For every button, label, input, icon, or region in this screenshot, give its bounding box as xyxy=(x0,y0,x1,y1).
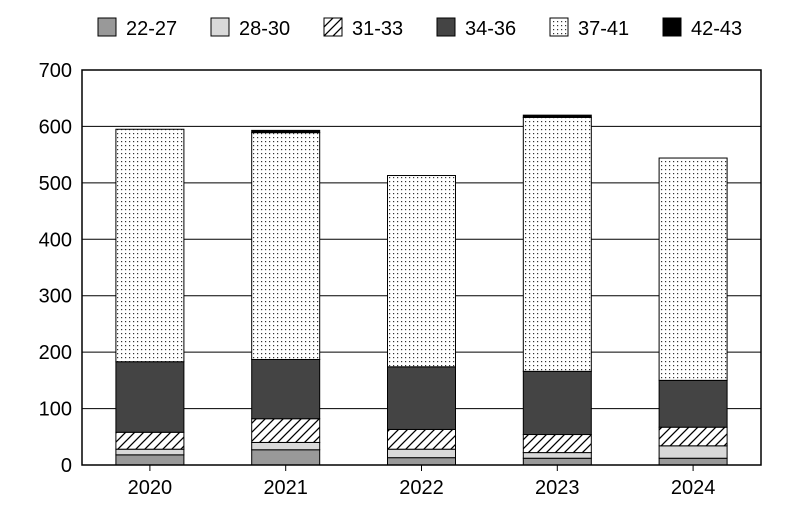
x-axis: 2020 2021 2022 2023 2024 xyxy=(128,465,716,499)
bar-segment-2020-34-36 xyxy=(115,361,185,433)
bar-segment-2022-34-36 xyxy=(387,366,456,430)
bar-segment-2022-37-41 xyxy=(387,175,456,368)
bar-segment-2020-37-41 xyxy=(115,128,185,363)
y-tick-label: 600 xyxy=(39,116,72,138)
legend-swatch-22-27 xyxy=(97,17,117,37)
x-tick-label: 2024 xyxy=(671,477,716,499)
y-tick-label: 400 xyxy=(39,229,72,251)
bar-segment-2024-37-41 xyxy=(658,157,728,381)
bar-segment-2021-31-33 xyxy=(251,418,321,443)
bar-segment-2023-31-33 xyxy=(522,434,592,454)
legend-label: 42-43 xyxy=(691,18,742,40)
bar-segment-2022-22-27 xyxy=(387,457,456,466)
bars xyxy=(115,114,728,466)
x-tick-label: 2020 xyxy=(128,477,173,499)
y-tick-label: 300 xyxy=(39,286,72,308)
bar-segment-2023-37-41 xyxy=(522,116,592,372)
legend-swatch-34-36 xyxy=(436,17,456,37)
legend-label: 31-33 xyxy=(352,18,403,40)
y-tick-label: 500 xyxy=(39,173,72,195)
legend-label: 37-41 xyxy=(578,18,629,40)
x-tick-label: 2023 xyxy=(535,477,580,499)
bar-segment-2020-28-30 xyxy=(115,448,185,456)
legend-swatch-28-30 xyxy=(210,17,230,37)
legend-label: 22-27 xyxy=(126,18,177,40)
bar-segment-2021-22-27 xyxy=(251,449,321,466)
legend-swatch-37-41 xyxy=(549,17,569,37)
bar-segment-2024-31-33 xyxy=(658,426,728,447)
bar-segment-2022-31-33 xyxy=(387,428,456,450)
legend: 22-27 28-30 31-33 34-36 37-41 42-43 xyxy=(97,17,742,40)
bar-segment-2024-34-36 xyxy=(658,379,728,428)
bar-segment-2021-42-43 xyxy=(251,129,321,134)
y-tick-label: 700 xyxy=(39,60,72,82)
bar-segment-2023-28-30 xyxy=(522,452,592,459)
bar-segment-2021-28-30 xyxy=(251,441,321,451)
y-tick-label: 100 xyxy=(39,399,72,421)
bar-segment-2021-34-36 xyxy=(251,358,321,420)
x-tick-label: 2021 xyxy=(263,477,308,499)
x-tick-label: 2022 xyxy=(399,477,444,499)
bar-segment-2020-22-27 xyxy=(115,454,185,466)
bar-segment-2023-22-27 xyxy=(522,457,592,466)
bar-segment-2023-34-36 xyxy=(522,370,592,436)
bar-segment-2023-42-43 xyxy=(522,114,592,118)
y-axis: 0 100 200 300 400 500 600 700 xyxy=(39,60,72,477)
y-tick-label: 200 xyxy=(39,342,72,364)
legend-label: 28-30 xyxy=(239,18,290,40)
bar-segment-2024-28-30 xyxy=(658,445,728,459)
bar-segment-2024-22-27 xyxy=(658,457,728,466)
legend-swatch-31-33 xyxy=(323,17,343,37)
legend-swatch-42-43 xyxy=(662,17,682,37)
y-tick-label: 0 xyxy=(61,455,72,477)
legend-label: 34-36 xyxy=(465,18,516,40)
bar-segment-2022-28-30 xyxy=(387,448,456,459)
bar-segment-2020-31-33 xyxy=(115,431,185,450)
bar-segment-2021-37-41 xyxy=(251,132,321,360)
